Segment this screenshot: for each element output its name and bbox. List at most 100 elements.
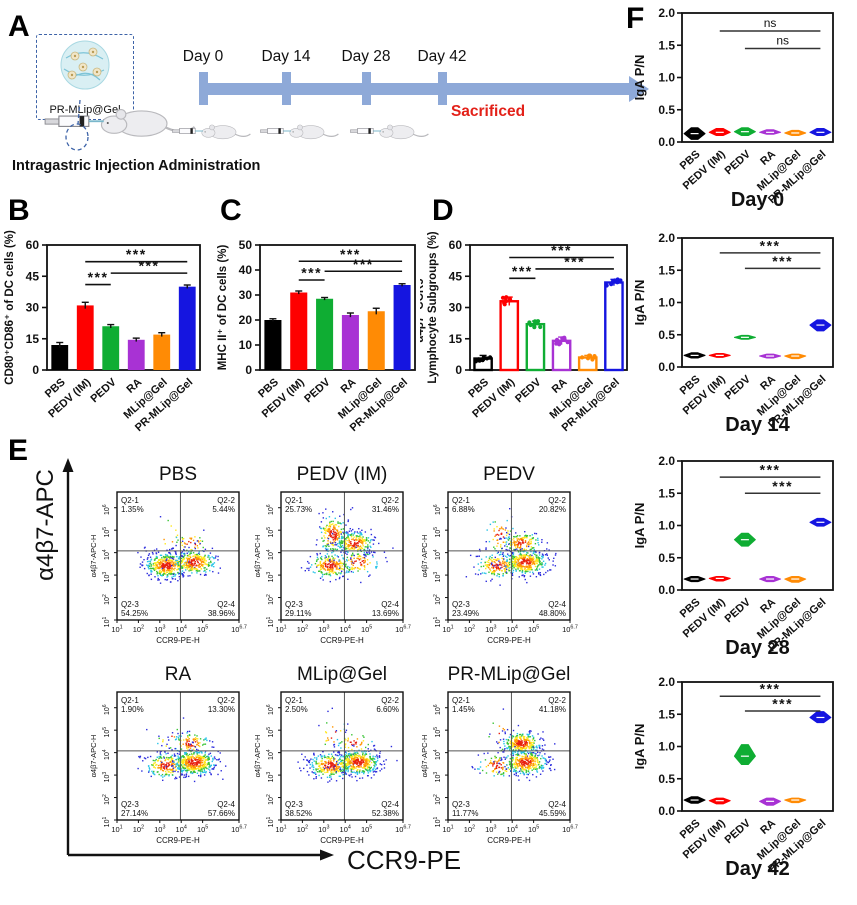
x-tick-label: 105 <box>361 825 372 834</box>
y-tick-label: 105 <box>266 527 275 538</box>
sig-label: *** <box>301 265 322 281</box>
x-tick-label: 106.7 <box>395 825 411 834</box>
bar-RA <box>341 315 359 370</box>
x-tick-label: RA <box>758 596 778 616</box>
timeline-bar <box>203 83 629 95</box>
quadrant-label: Q2-4 <box>217 800 235 809</box>
y-tick-label: 102 <box>102 794 111 805</box>
y-tick-label: 0 <box>32 363 39 377</box>
flow-plot-title: PEDV (IM) <box>297 464 388 485</box>
y-tick-label: 106 <box>433 504 442 515</box>
sig-label: ns <box>776 33 789 47</box>
scatter-points <box>137 516 221 584</box>
y-tick-label: 0.5 <box>658 103 675 117</box>
y-tick-label: 104 <box>433 549 442 560</box>
plot-frame <box>259 244 416 371</box>
y-tick-label: 20 <box>239 313 253 327</box>
flow-axis-xlabel: CCR9-PE-H <box>320 636 364 645</box>
flow-axis-ylabel: α4β7-APC-H <box>420 535 429 578</box>
y-tick-label: 30 <box>26 301 40 315</box>
quadrant-pct: 29.11% <box>285 609 312 618</box>
y-tick-label: 106 <box>433 704 442 715</box>
timeline-tick-day0 <box>199 72 208 105</box>
quadrant-label: Q2-1 <box>121 496 139 505</box>
y-tick-label: 102 <box>266 794 275 805</box>
y-tick-label: 1.0 <box>658 296 675 310</box>
x-tick-label: 103 <box>485 625 496 634</box>
bar-MLip@Gel <box>367 311 385 370</box>
y-tick-label: 103 <box>102 572 111 583</box>
y-tick-label: 104 <box>266 749 275 760</box>
y-tick-label: 101 <box>433 817 442 828</box>
flow-axis-ylabel: α4β7-APC-H <box>420 735 429 778</box>
bar-scatter-points <box>500 295 513 307</box>
x-tick-label: 103 <box>318 825 329 834</box>
violin-plot-title: Day 14 <box>725 414 790 436</box>
flow-panel-svg: PBSQ2-11.35%Q2-25.44%Q2-354.25%Q2-438.96… <box>62 458 578 861</box>
y-tick-label: 0.5 <box>658 772 675 786</box>
flow-plot-title: PEDV <box>483 464 535 485</box>
sig-label: ns <box>764 16 777 30</box>
x-tick-label: PEDV <box>723 148 754 177</box>
bar-PEDV (IM) <box>499 300 520 372</box>
sig-label: *** <box>126 246 147 262</box>
quadrant-label: Q2-2 <box>381 696 399 705</box>
plot-frame <box>46 244 201 371</box>
plot-frame <box>681 237 834 368</box>
y-tick-label: 45 <box>26 269 40 283</box>
y-tick-label: 40 <box>239 263 253 277</box>
flow-frame <box>116 691 240 821</box>
x-tick-label: RA <box>550 376 570 396</box>
scatter-points <box>297 707 398 783</box>
timeline-label-day28: Day 28 <box>341 48 391 65</box>
y-axis-label: IgA P/N <box>632 503 647 549</box>
bar-PEDV <box>102 326 120 370</box>
x-tick-label: 101 <box>275 825 286 834</box>
y-tick-label: 106 <box>102 704 111 715</box>
x-tick-label: 102 <box>297 625 308 634</box>
quadrant-label: Q2-1 <box>452 496 470 505</box>
x-tick-label: 101 <box>275 625 286 634</box>
x-tick-label: 101 <box>442 625 453 634</box>
quadrant-label: Q2-2 <box>548 496 566 505</box>
y-tick-label: 0.5 <box>658 551 675 565</box>
y-tick-label: 1.5 <box>658 263 675 277</box>
quadrant-pct: 6.60% <box>376 705 399 714</box>
y-tick-label: 104 <box>102 749 111 760</box>
x-tick-label: 103 <box>154 825 165 834</box>
quadrant-label: Q2-4 <box>217 600 235 609</box>
sig-label: *** <box>772 253 793 269</box>
panel-d-letter: D <box>432 194 454 227</box>
quadrant-label: Q2-2 <box>217 696 235 705</box>
y-tick-label: 103 <box>266 572 275 583</box>
y-tick-label: 60 <box>26 238 40 252</box>
x-tick-label: 103 <box>318 625 329 634</box>
flow-axis-ylabel: α4β7-APC-H <box>253 735 262 778</box>
y-tick-label: 0.0 <box>658 583 675 597</box>
x-tick-label: 105 <box>197 625 208 634</box>
arrowhead-up-icon <box>62 458 74 472</box>
y-tick-label: 101 <box>266 817 275 828</box>
x-tick-label: 104 <box>507 825 518 834</box>
y-tick-label: 50 <box>239 238 253 252</box>
sig-label: *** <box>772 696 793 712</box>
plot-frame <box>681 460 834 591</box>
quadrant-label: Q2-3 <box>121 600 139 609</box>
quadrant-label: Q2-3 <box>121 800 139 809</box>
y-tick-label: 103 <box>433 772 442 783</box>
panel-a-schematic: PR-MLip@Gel <box>0 0 660 200</box>
y-tick-label: 2.0 <box>658 675 675 689</box>
y-tick-label: 60 <box>449 238 463 252</box>
scatter-points <box>300 507 394 584</box>
y-tick-label: 104 <box>266 549 275 560</box>
quadrant-pct: 11.77% <box>452 809 479 818</box>
y-axis-label: CD80⁺CD86⁺ of DC cells (%) <box>4 230 16 385</box>
y-tick-label: 2.0 <box>658 231 675 245</box>
x-tick-label: PEDV <box>723 596 754 625</box>
y-tick-label: 1.0 <box>658 71 675 85</box>
formulation-label: PR-MLip@Gel <box>49 104 121 116</box>
x-tick-label: 104 <box>340 825 351 834</box>
y-tick-label: 45 <box>449 269 463 283</box>
x-tick-label: 104 <box>176 825 187 834</box>
